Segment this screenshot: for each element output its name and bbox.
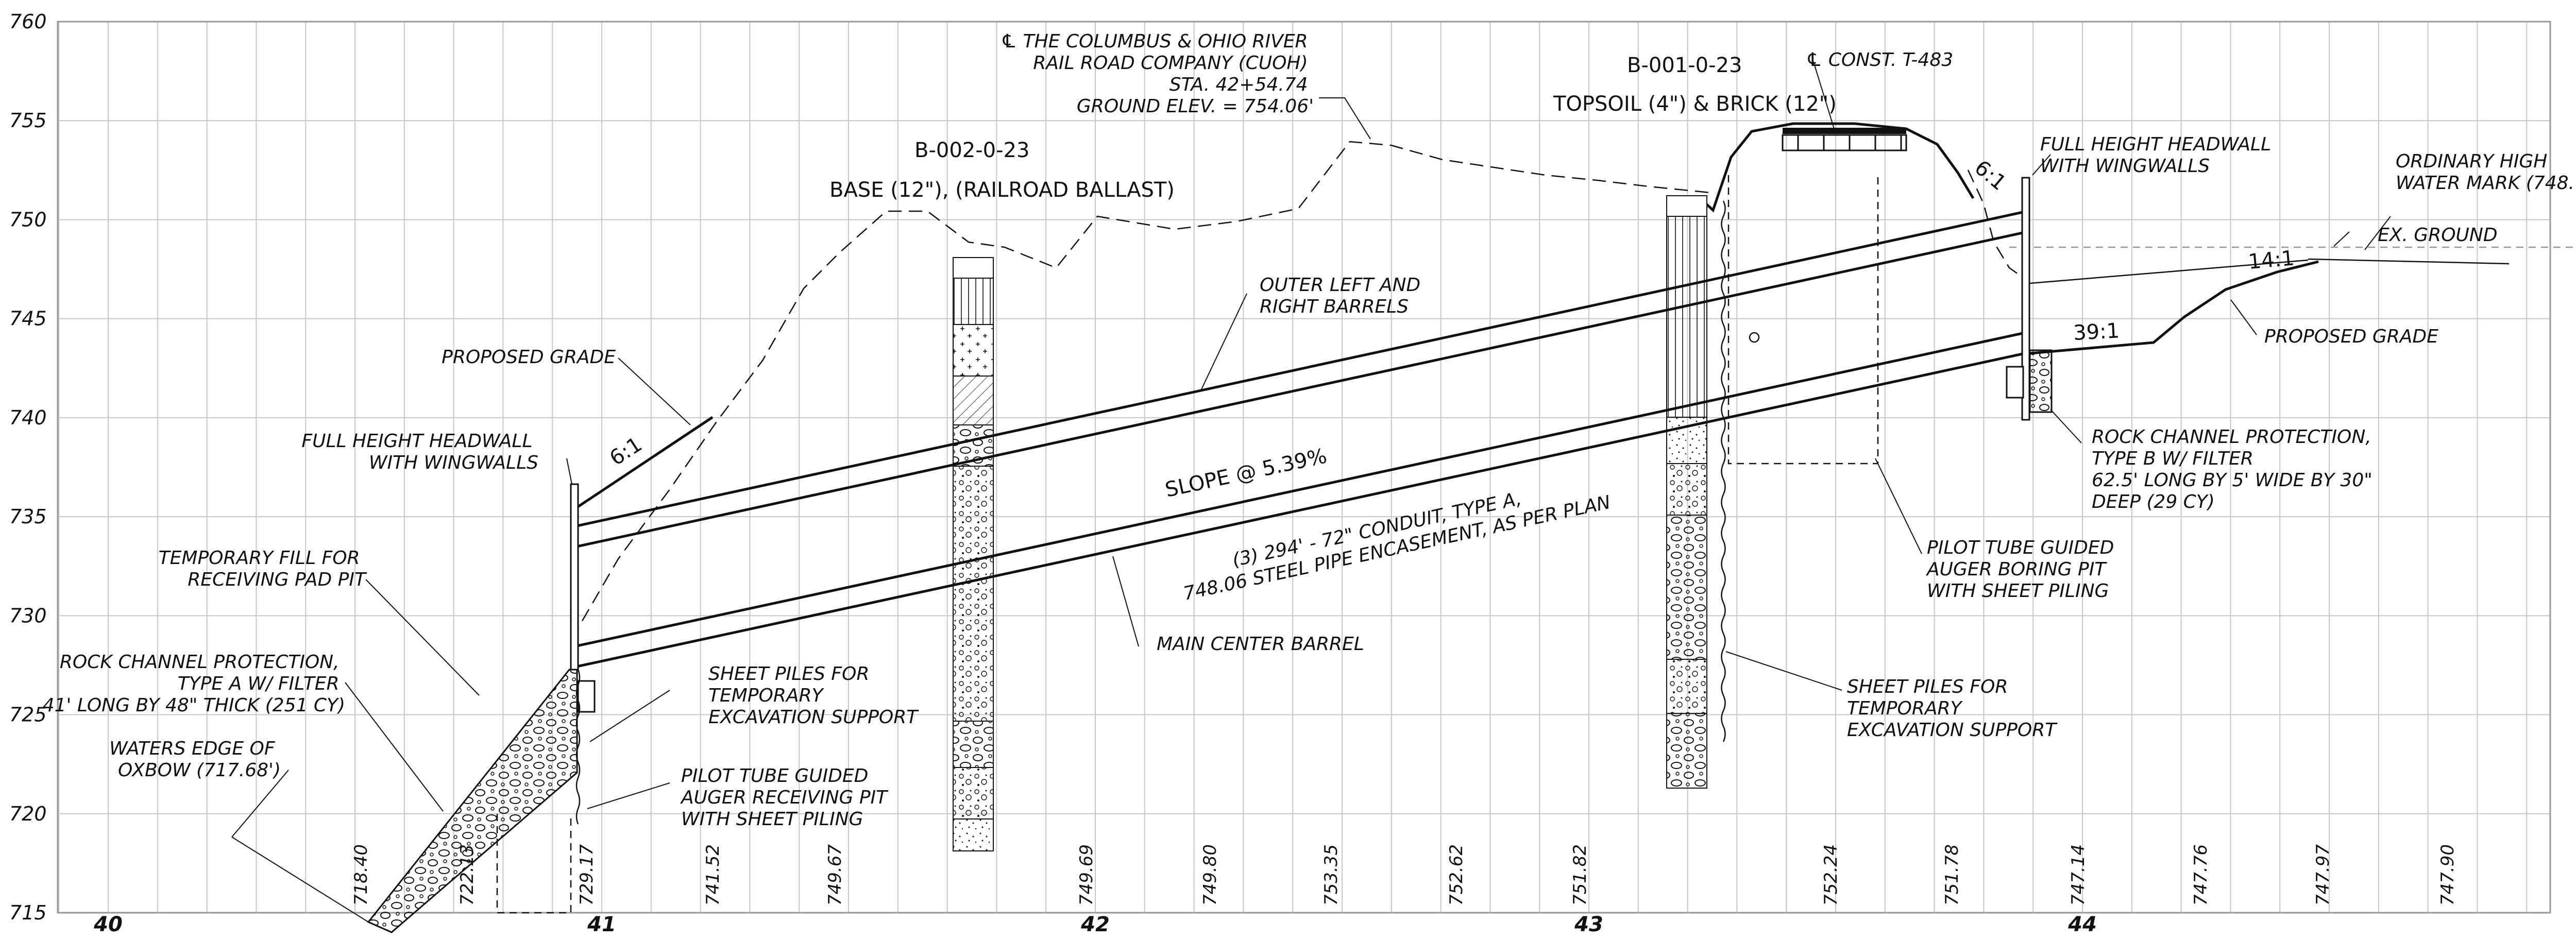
existing-ground-line bbox=[571, 141, 1716, 639]
sheet-piles-right-label: SHEET PILES FOR TEMPORARY EXCAVATION SUP… bbox=[1847, 676, 2058, 741]
slope-label: SLOPE @ 5.39% bbox=[1163, 444, 1329, 502]
station-tick: 42 bbox=[1080, 913, 1110, 936]
ground-elevation-value: 749.67 bbox=[825, 844, 845, 906]
station-tick: 43 bbox=[1574, 913, 1603, 936]
ground-elevation-value: 729.17 bbox=[577, 844, 597, 906]
ohw-label: ORDINARY HIGH WATER MARK (748.70') bbox=[2396, 151, 2576, 194]
proposed-grade-road bbox=[1699, 122, 1975, 213]
railroad-callout: ℄ THE COLUMBUS & OHIO RIVER RAIL ROAD CO… bbox=[1001, 31, 1314, 117]
grid bbox=[57, 21, 2551, 914]
proposed-grade-right bbox=[2029, 260, 2319, 355]
ground-elevation-value: 753.35 bbox=[1321, 844, 1342, 906]
headwall-right-label: FULL HEIGHT HEADWALL WITH WINGWALLS bbox=[2040, 134, 2277, 177]
ground-elevation-value: 752.24 bbox=[1821, 844, 1841, 906]
ground-elevation-value: 747.14 bbox=[2068, 844, 2089, 906]
boring-b002-label: B-002-0-23 bbox=[914, 139, 1029, 162]
elevation-axis-left: 715 720 725 730 735 740 745 750 755 760 bbox=[9, 10, 47, 924]
boring-log-b002 bbox=[953, 257, 994, 851]
elevation-tick-left: 715 bbox=[9, 901, 47, 924]
station-tick: 40 bbox=[93, 913, 123, 936]
headwall-right-footing bbox=[2006, 366, 2024, 399]
boring-pit-label: PILOT TUBE GUIDED AUGER BORING PIT WITH … bbox=[1926, 537, 2120, 602]
receiving-pit-label: PILOT TUBE GUIDED AUGER RECEIVING PIT WI… bbox=[680, 765, 893, 830]
elevation-tick-left: 750 bbox=[9, 208, 47, 231]
const-centerline: ℄ CONST. T-483 bbox=[1806, 49, 1953, 71]
ground-elevation-value: 747.97 bbox=[2313, 844, 2333, 906]
conduit-barrels bbox=[574, 210, 2028, 669]
main-center-barrel-bottom bbox=[574, 351, 2028, 669]
boring-pit bbox=[1721, 175, 1879, 742]
slope-ratio-right-top: 6:1 bbox=[1970, 156, 2011, 195]
proposed-grade-right-14-1 bbox=[2029, 259, 2309, 284]
elevation-tick-left: 755 bbox=[9, 109, 47, 132]
ground-elevation-value: 718.40 bbox=[351, 844, 371, 906]
sheet-pile-right bbox=[1721, 200, 1726, 742]
headwall-left-footing bbox=[577, 680, 596, 713]
rock-channel-protection-b bbox=[2029, 349, 2053, 413]
rock-channel-b-label: ROCK CHANNEL PROTECTION, TYPE B W/ FILTE… bbox=[2092, 426, 2378, 513]
main-barrel-label: MAIN CENTER BARREL bbox=[1157, 634, 1364, 655]
rock-channel-a-label: ROCK CHANNEL PROTECTION, TYPE A W/ FILTE… bbox=[43, 652, 345, 716]
ground-elevation-value: 751.82 bbox=[1570, 844, 1590, 906]
temp-fill-label: TEMPORARY FILL FOR RECEIVING PAD PIT bbox=[159, 548, 367, 590]
proposed-grade-left-6-1 bbox=[576, 416, 714, 509]
ground-elevation-value: 749.69 bbox=[1076, 844, 1097, 906]
sheet-piles-left-label: SHEET PILES FOR TEMPORARY EXCAVATION SUP… bbox=[708, 663, 919, 728]
elevation-tick-left: 740 bbox=[9, 406, 47, 429]
slope-ratio-14-1: 14:1 bbox=[2247, 246, 2295, 274]
elevation-tick-left: 745 bbox=[9, 308, 47, 330]
boring-b001-label: B-001-0-23 bbox=[1627, 54, 1742, 77]
leader-lines bbox=[231, 61, 2391, 923]
proposed-grade-right-label: PROPOSED GRADE bbox=[2264, 326, 2438, 347]
ground-elevation-value: 747.90 bbox=[2437, 844, 2458, 906]
plot-frame bbox=[57, 21, 2551, 914]
ground-elevation-value: 747.76 bbox=[2191, 844, 2211, 906]
elevation-tick-left: 730 bbox=[9, 604, 47, 627]
elevation-tick-left: 725 bbox=[9, 704, 47, 726]
boring-log-b001 bbox=[1666, 195, 1707, 789]
elevation-tick-left: 735 bbox=[9, 505, 47, 528]
elevation-tick-left: 720 bbox=[9, 803, 47, 825]
ground-elevation-value: 749.80 bbox=[1200, 844, 1221, 906]
outer-barrels-label: OUTER LEFT AND RIGHT BARRELS bbox=[1260, 275, 1427, 317]
annotations: ℄ THE COLUMBUS & OHIO RIVER RAIL ROAD CO… bbox=[43, 31, 2576, 830]
boring-b001-desc: TOPSOIL (4") & BRICK (12") bbox=[1553, 92, 1837, 116]
ground-elevation-labels: 718.40 722.13 729.17 741.52 749.67 749.69 749.… bbox=[351, 844, 2458, 906]
ground-elevation-value: 752.62 bbox=[1446, 844, 1467, 906]
existing-ground-line-east bbox=[1967, 169, 2030, 283]
outer-barrels-top bbox=[574, 210, 2028, 528]
ex-ground-label: EX. GROUND bbox=[2378, 225, 2498, 246]
boring-b002-desc: BASE (12"), (RAILROAD BALLAST) bbox=[829, 178, 1175, 202]
main-center-barrel-top bbox=[574, 331, 2028, 648]
ground-elevation-value: 751.78 bbox=[1942, 844, 1962, 906]
station-axis: 40 41 42 43 44 bbox=[93, 913, 2097, 936]
station-tick: 44 bbox=[2067, 913, 2097, 936]
headwall-left-label: FULL HEIGHT HEADWALL WITH WINGWALLS bbox=[301, 431, 538, 473]
outer-barrels-bottom bbox=[574, 230, 2028, 549]
slope-ratio-39-1: 39:1 bbox=[2073, 319, 2120, 345]
sheet-pile-left bbox=[575, 669, 581, 825]
rail-track bbox=[1782, 128, 1907, 151]
station-tick: 41 bbox=[587, 913, 616, 936]
ground-elevation-value: 741.52 bbox=[703, 844, 723, 906]
waters-edge-label: WATERS EDGE OF OXBOW (717.68') bbox=[109, 738, 281, 781]
receiving-pit bbox=[496, 669, 581, 914]
headwall-left bbox=[570, 483, 579, 671]
reference-point bbox=[1749, 332, 1760, 343]
proposed-grade-left-label: PROPOSED GRADE bbox=[442, 347, 616, 368]
headwall-right bbox=[2021, 177, 2030, 421]
ex-ground-east bbox=[2308, 258, 2510, 265]
elevation-tick-left: 760 bbox=[9, 10, 47, 33]
